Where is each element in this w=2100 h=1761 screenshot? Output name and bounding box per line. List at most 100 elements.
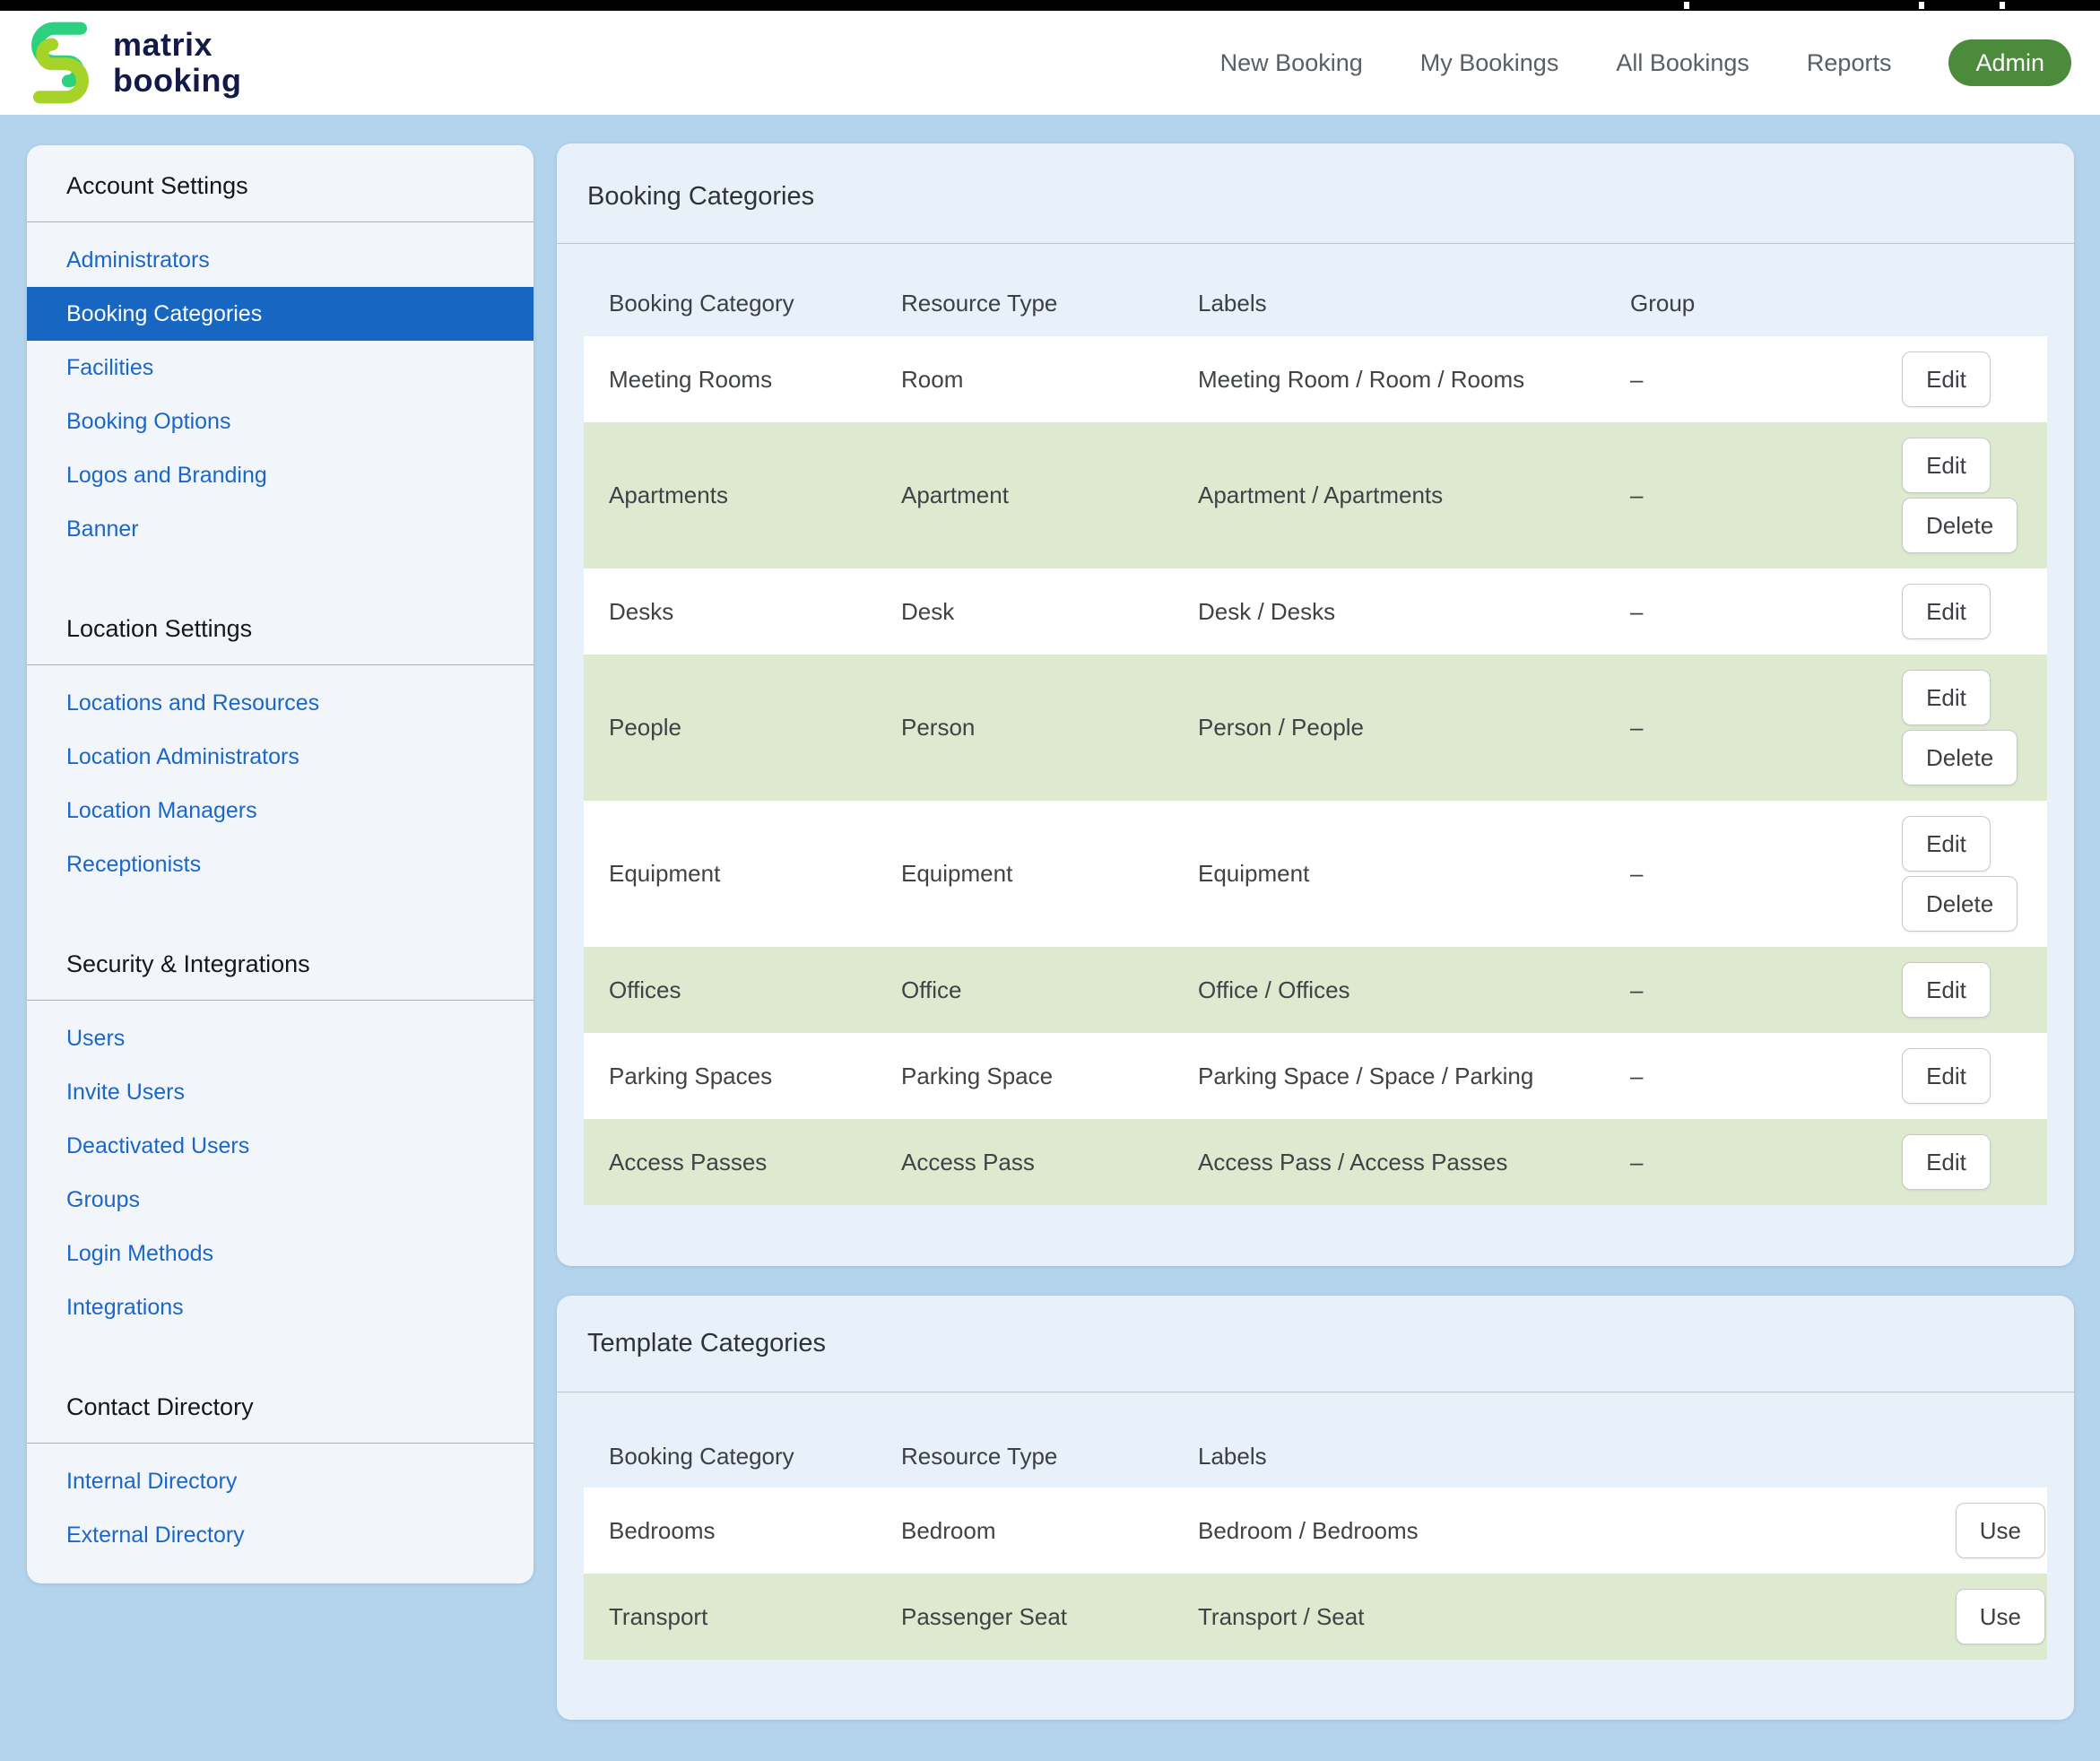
column-header-labels: Labels [1198, 290, 1630, 317]
row-actions: Edit [1902, 1041, 2047, 1111]
edit-button[interactable]: Edit [1902, 584, 1991, 639]
cell-group: – [1630, 598, 1902, 626]
row-actions: EditDelete [1902, 663, 2047, 793]
cell-booking-category: People [609, 714, 901, 742]
row-actions: EditDelete [1902, 809, 2047, 939]
cell-labels: Office / Offices [1198, 976, 1630, 1004]
top-navbar: matrix booking New Booking My Bookings A… [0, 11, 2100, 115]
row-actions: Edit [1902, 1127, 2047, 1197]
table-row-desks: DesksDeskDesk / Desks–Edit [584, 568, 2047, 655]
sidebar-item-groups[interactable]: Groups [27, 1173, 534, 1227]
cell-booking-category: Parking Spaces [609, 1063, 901, 1090]
sidebar-item-internal-directory[interactable]: Internal Directory [27, 1454, 534, 1508]
nav-all-bookings[interactable]: All Bookings [1616, 49, 1749, 77]
admin-button[interactable]: Admin [1948, 39, 2071, 86]
edit-button[interactable]: Edit [1902, 816, 1991, 872]
cell-group: – [1630, 366, 1902, 394]
cell-resource-type: Passenger Seat [901, 1603, 1198, 1631]
use-button[interactable]: Use [1956, 1503, 2045, 1558]
sidebar-item-booking-categories[interactable]: Booking Categories [27, 287, 534, 341]
cell-labels: Desk / Desks [1198, 598, 1630, 626]
cell-resource-type: Desk [901, 598, 1198, 626]
table-row-meeting-rooms: Meeting RoomsRoomMeeting Room / Room / R… [584, 336, 2047, 422]
cell-labels: Access Pass / Access Passes [1198, 1149, 1630, 1176]
template-categories-table: BedroomsBedroomBedroom / BedroomsUse Tran… [584, 1488, 2047, 1660]
table-row-equipment: EquipmentEquipmentEquipment–EditDelete [584, 801, 2047, 947]
sidebar-item-administrators[interactable]: Administrators [27, 233, 534, 287]
sidebar-item-receptionists[interactable]: Receptionists [27, 837, 534, 891]
main-content: Booking Categories Booking CategoryResou… [557, 143, 2074, 1720]
cell-labels: Equipment [1198, 860, 1630, 888]
delete-button[interactable]: Delete [1902, 876, 2018, 932]
topbar-artifact [1684, 2, 1689, 9]
cell-resource-type: Parking Space [901, 1063, 1198, 1090]
delete-button[interactable]: Delete [1902, 730, 2018, 785]
sidebar-item-facilities[interactable]: Facilities [27, 341, 534, 395]
table-row-parking-spaces: Parking SpacesParking SpaceParking Space… [584, 1033, 2047, 1119]
edit-button[interactable]: Edit [1902, 438, 1991, 493]
row-actions: Use [1902, 1582, 2047, 1652]
sidebar-item-location-administrators[interactable]: Location Administrators [27, 730, 534, 784]
sidebar-item-logos-and-branding[interactable]: Logos and Branding [27, 448, 534, 502]
cell-booking-category: Transport [609, 1603, 901, 1631]
cell-group: – [1630, 976, 1902, 1004]
nav-reports[interactable]: Reports [1807, 49, 1892, 77]
settings-sidebar: Account SettingsAdministratorsBooking Ca… [27, 145, 534, 1583]
sidebar-section-contact-directory: Contact DirectoryInternal DirectoryExter… [27, 1347, 534, 1574]
column-header-resource-type: Resource Type [901, 290, 1198, 317]
sidebar-items: UsersInvite UsersDeactivated UsersGroups… [27, 1001, 534, 1347]
matrix-booking-logo-mark-icon [23, 22, 97, 104]
booking-categories-column-headers: Booking CategoryResource TypeLabelsGroup [584, 244, 2047, 336]
cell-group: – [1630, 860, 1902, 888]
row-actions: Edit [1902, 577, 2047, 646]
page-title: Booking Categories [557, 143, 2074, 212]
sidebar-item-external-directory[interactable]: External Directory [27, 1508, 534, 1562]
edit-button[interactable]: Edit [1902, 351, 1991, 407]
table-row-bedrooms: BedroomsBedroomBedroom / BedroomsUse [584, 1488, 2047, 1574]
sidebar-item-invite-users[interactable]: Invite Users [27, 1065, 534, 1119]
row-actions: Use [1902, 1496, 2047, 1566]
edit-button[interactable]: Edit [1902, 670, 1991, 725]
delete-button[interactable]: Delete [1902, 498, 2018, 553]
sidebar-items: AdministratorsBooking CategoriesFaciliti… [27, 222, 534, 568]
template-categories-column-headers: Booking CategoryResource TypeLabels [584, 1392, 2047, 1488]
cell-resource-type: Equipment [901, 860, 1198, 888]
sidebar-item-login-methods[interactable]: Login Methods [27, 1227, 534, 1280]
sidebar-section-location-settings: Location SettingsLocations and Resources… [27, 568, 534, 904]
table-row-people: PeoplePersonPerson / People–EditDelete [584, 655, 2047, 801]
row-actions: EditDelete [1902, 430, 2047, 560]
sidebar-heading-location-settings: Location Settings [27, 568, 534, 665]
cell-labels: Person / People [1198, 714, 1630, 742]
cell-labels: Meeting Room / Room / Rooms [1198, 366, 1630, 394]
cell-booking-category: Desks [609, 598, 901, 626]
topbar-artifact [2000, 2, 2005, 9]
sidebar-item-banner[interactable]: Banner [27, 502, 534, 556]
sidebar-item-deactivated-users[interactable]: Deactivated Users [27, 1119, 534, 1173]
use-button[interactable]: Use [1956, 1589, 2045, 1644]
matrix-booking-logo[interactable]: matrix booking [23, 22, 241, 104]
logo-line2: booking [113, 63, 241, 99]
sidebar-item-booking-options[interactable]: Booking Options [27, 395, 534, 448]
sidebar-item-integrations[interactable]: Integrations [27, 1280, 534, 1334]
sidebar-section-security-integrations: Security & IntegrationsUsersInvite Users… [27, 904, 534, 1347]
cell-labels: Apartment / Apartments [1198, 481, 1630, 509]
edit-button[interactable]: Edit [1902, 962, 1991, 1018]
edit-button[interactable]: Edit [1902, 1048, 1991, 1104]
sidebar-item-location-managers[interactable]: Location Managers [27, 784, 534, 837]
logo-line1: matrix [113, 27, 241, 63]
sidebar-item-users[interactable]: Users [27, 1011, 534, 1065]
cell-resource-type: Room [901, 366, 1198, 394]
row-actions: Edit [1902, 344, 2047, 414]
sidebar-item-locations-and-resources[interactable]: Locations and Resources [27, 676, 534, 730]
column-header-booking-category: Booking Category [609, 1443, 901, 1470]
edit-button[interactable]: Edit [1902, 1134, 1991, 1190]
table-row-offices: OfficesOfficeOffice / Offices–Edit [584, 947, 2047, 1033]
nav-new-booking[interactable]: New Booking [1220, 49, 1363, 77]
cell-resource-type: Person [901, 714, 1198, 742]
sidebar-heading-account-settings: Account Settings [27, 145, 534, 222]
cell-booking-category: Offices [609, 976, 901, 1004]
sidebar-items: Locations and ResourcesLocation Administ… [27, 665, 534, 904]
sidebar-heading-security-integrations: Security & Integrations [27, 904, 534, 1001]
nav-my-bookings[interactable]: My Bookings [1420, 49, 1559, 77]
cell-resource-type: Access Pass [901, 1149, 1198, 1176]
